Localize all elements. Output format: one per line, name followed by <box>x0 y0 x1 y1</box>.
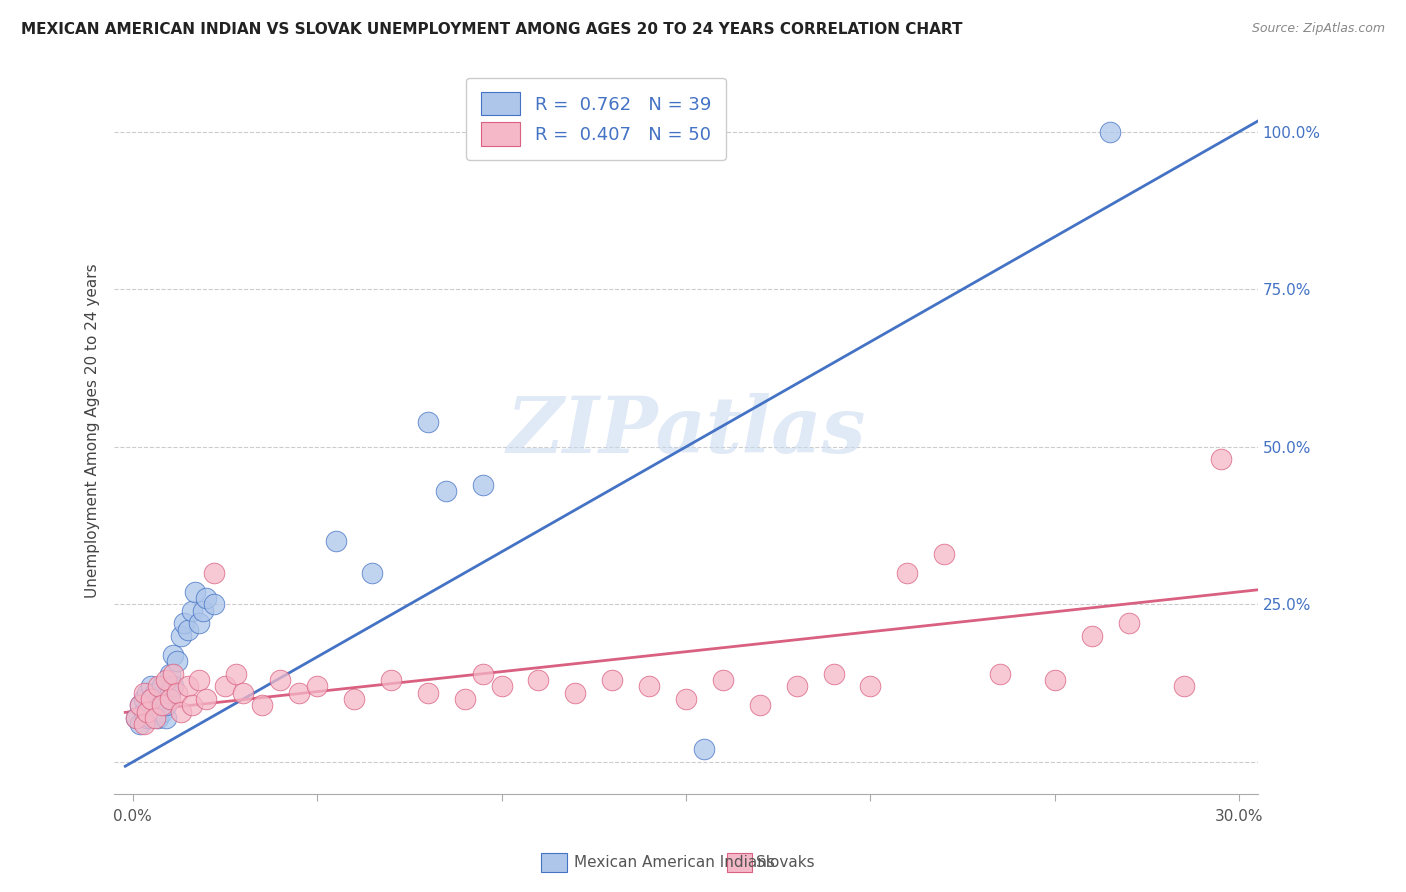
Point <box>150 698 173 713</box>
Point <box>184 584 207 599</box>
Point <box>155 673 177 687</box>
Point <box>129 698 152 713</box>
Point <box>159 692 181 706</box>
Point <box>166 686 188 700</box>
Point <box>188 616 211 631</box>
Point <box>143 711 166 725</box>
Point <box>225 666 247 681</box>
Point <box>472 477 495 491</box>
Point <box>1173 679 1195 693</box>
Point <box>136 711 159 725</box>
Point <box>472 666 495 681</box>
Point <box>1081 629 1104 643</box>
Point <box>1099 124 1122 138</box>
Y-axis label: Unemployment Among Ages 20 to 24 years: Unemployment Among Ages 20 to 24 years <box>86 264 100 599</box>
Point <box>188 673 211 687</box>
Point <box>491 679 513 693</box>
Point <box>434 483 457 498</box>
Legend: R =  0.762   N = 39, R =  0.407   N = 50: R = 0.762 N = 39, R = 0.407 N = 50 <box>467 78 725 160</box>
Point <box>527 673 550 687</box>
Point <box>988 666 1011 681</box>
Point <box>453 692 475 706</box>
Text: 30.0%: 30.0% <box>1215 809 1264 824</box>
Point <box>232 686 254 700</box>
Point <box>416 415 439 429</box>
Point <box>155 698 177 713</box>
Point <box>139 698 162 713</box>
Point <box>173 616 195 631</box>
Text: Source: ZipAtlas.com: Source: ZipAtlas.com <box>1251 22 1385 36</box>
Point <box>1209 452 1232 467</box>
Point <box>380 673 402 687</box>
Point <box>155 711 177 725</box>
Point <box>136 705 159 719</box>
Point <box>1043 673 1066 687</box>
Point <box>132 692 155 706</box>
Point <box>564 686 586 700</box>
Point <box>711 673 734 687</box>
Point <box>786 679 808 693</box>
Point <box>180 604 202 618</box>
Point <box>159 686 181 700</box>
Point <box>638 679 661 693</box>
Text: Slovaks: Slovaks <box>756 855 815 870</box>
Point <box>675 692 697 706</box>
Point <box>823 666 845 681</box>
Point <box>934 547 956 561</box>
Point <box>269 673 291 687</box>
Point <box>143 705 166 719</box>
Point <box>287 686 309 700</box>
Point <box>139 692 162 706</box>
Point <box>177 679 200 693</box>
Point <box>307 679 329 693</box>
Text: Mexican American Indians: Mexican American Indians <box>574 855 775 870</box>
Point <box>129 717 152 731</box>
Point <box>150 679 173 693</box>
Text: ZIPatlas: ZIPatlas <box>506 392 866 469</box>
Point <box>896 566 918 580</box>
Point <box>143 686 166 700</box>
Point <box>132 705 155 719</box>
Point <box>169 705 191 719</box>
Text: 0.0%: 0.0% <box>114 809 152 824</box>
Point <box>191 604 214 618</box>
Point <box>202 598 225 612</box>
Point <box>250 698 273 713</box>
Point <box>214 679 236 693</box>
Point <box>180 698 202 713</box>
Point <box>748 698 770 713</box>
Point <box>169 629 191 643</box>
Point <box>162 679 184 693</box>
Point <box>125 711 148 725</box>
Point <box>166 654 188 668</box>
Point <box>859 679 882 693</box>
Point <box>132 717 155 731</box>
Point <box>162 666 184 681</box>
Text: MEXICAN AMERICAN INDIAN VS SLOVAK UNEMPLOYMENT AMONG AGES 20 TO 24 YEARS CORRELA: MEXICAN AMERICAN INDIAN VS SLOVAK UNEMPL… <box>21 22 963 37</box>
Point <box>202 566 225 580</box>
Point <box>159 666 181 681</box>
Point <box>139 679 162 693</box>
Point <box>416 686 439 700</box>
Point <box>1118 616 1140 631</box>
Point <box>693 742 716 756</box>
Point <box>600 673 623 687</box>
Point <box>148 679 170 693</box>
Point <box>195 692 218 706</box>
Point <box>148 692 170 706</box>
Point <box>361 566 384 580</box>
Point <box>132 686 155 700</box>
Point <box>150 705 173 719</box>
Point <box>195 591 218 606</box>
Point <box>177 623 200 637</box>
Point <box>125 711 148 725</box>
Point <box>129 698 152 713</box>
Point <box>325 534 347 549</box>
Point <box>136 686 159 700</box>
Point <box>343 692 366 706</box>
Point <box>139 711 162 725</box>
Point <box>162 648 184 662</box>
Point <box>148 711 170 725</box>
